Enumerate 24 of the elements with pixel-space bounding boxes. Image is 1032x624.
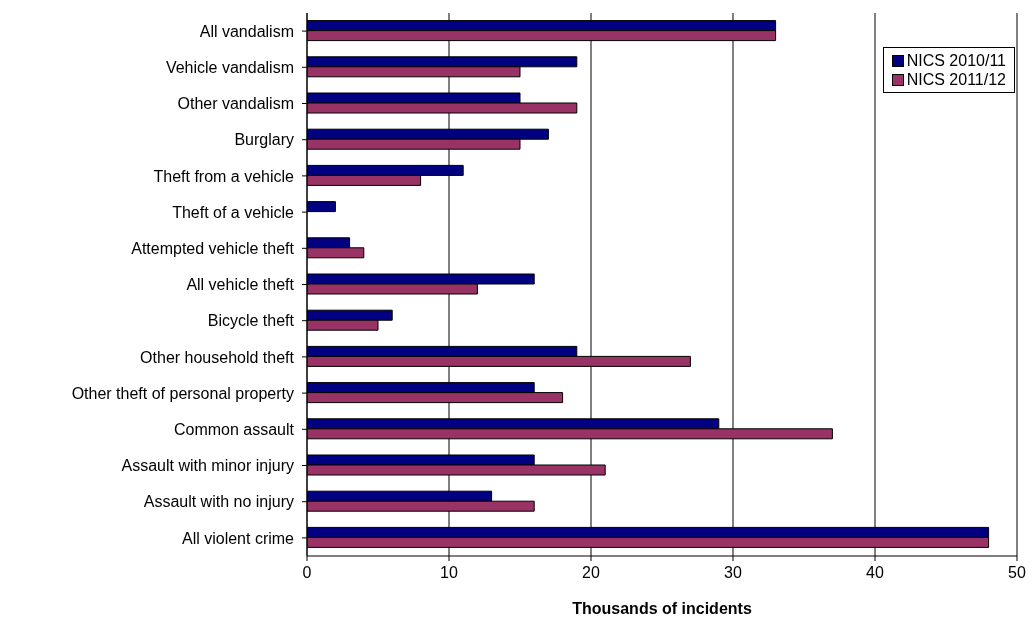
y-tick-label: Common assault [173,420,295,438]
y-tick-label: All vandalism [199,22,294,40]
x-tick-label: 0 [302,564,312,582]
y-tick-label: Theft of a vehicle [172,203,295,221]
x-tick-label: 20 [582,564,600,582]
y-tick-label: Theft from a vehicle [153,167,295,185]
x-tick-label: 30 [724,564,742,582]
y-tick-label: Burglary [234,131,294,149]
y-tick-label: Attempted vehicle theft [131,239,295,257]
x-tick-label: 10 [440,564,458,582]
y-tick-label: All violent crime [181,529,295,547]
x-tick-label: 50 [1008,564,1026,582]
y-tick-label: Other vandalism [177,95,294,113]
legend-label: NICS 2010/11 [906,51,1006,70]
y-tick-label: Other theft of personal property [71,384,294,402]
y-tick-label: Assault with no injury [143,493,294,511]
y-tick-label: Other household theft [140,348,295,366]
y-tick-label: All vehicle theft [186,276,295,294]
y-tick-label: Assault with minor injury [121,457,294,475]
legend-label: NICS 2011/12 [906,70,1006,89]
y-tick-label: Bicycle theft [207,312,295,330]
x-tick-label: 40 [866,564,884,582]
y-tick-label: Vehicle vandalism [165,58,294,76]
x-axis-title: Thousands of incidents [572,600,752,617]
